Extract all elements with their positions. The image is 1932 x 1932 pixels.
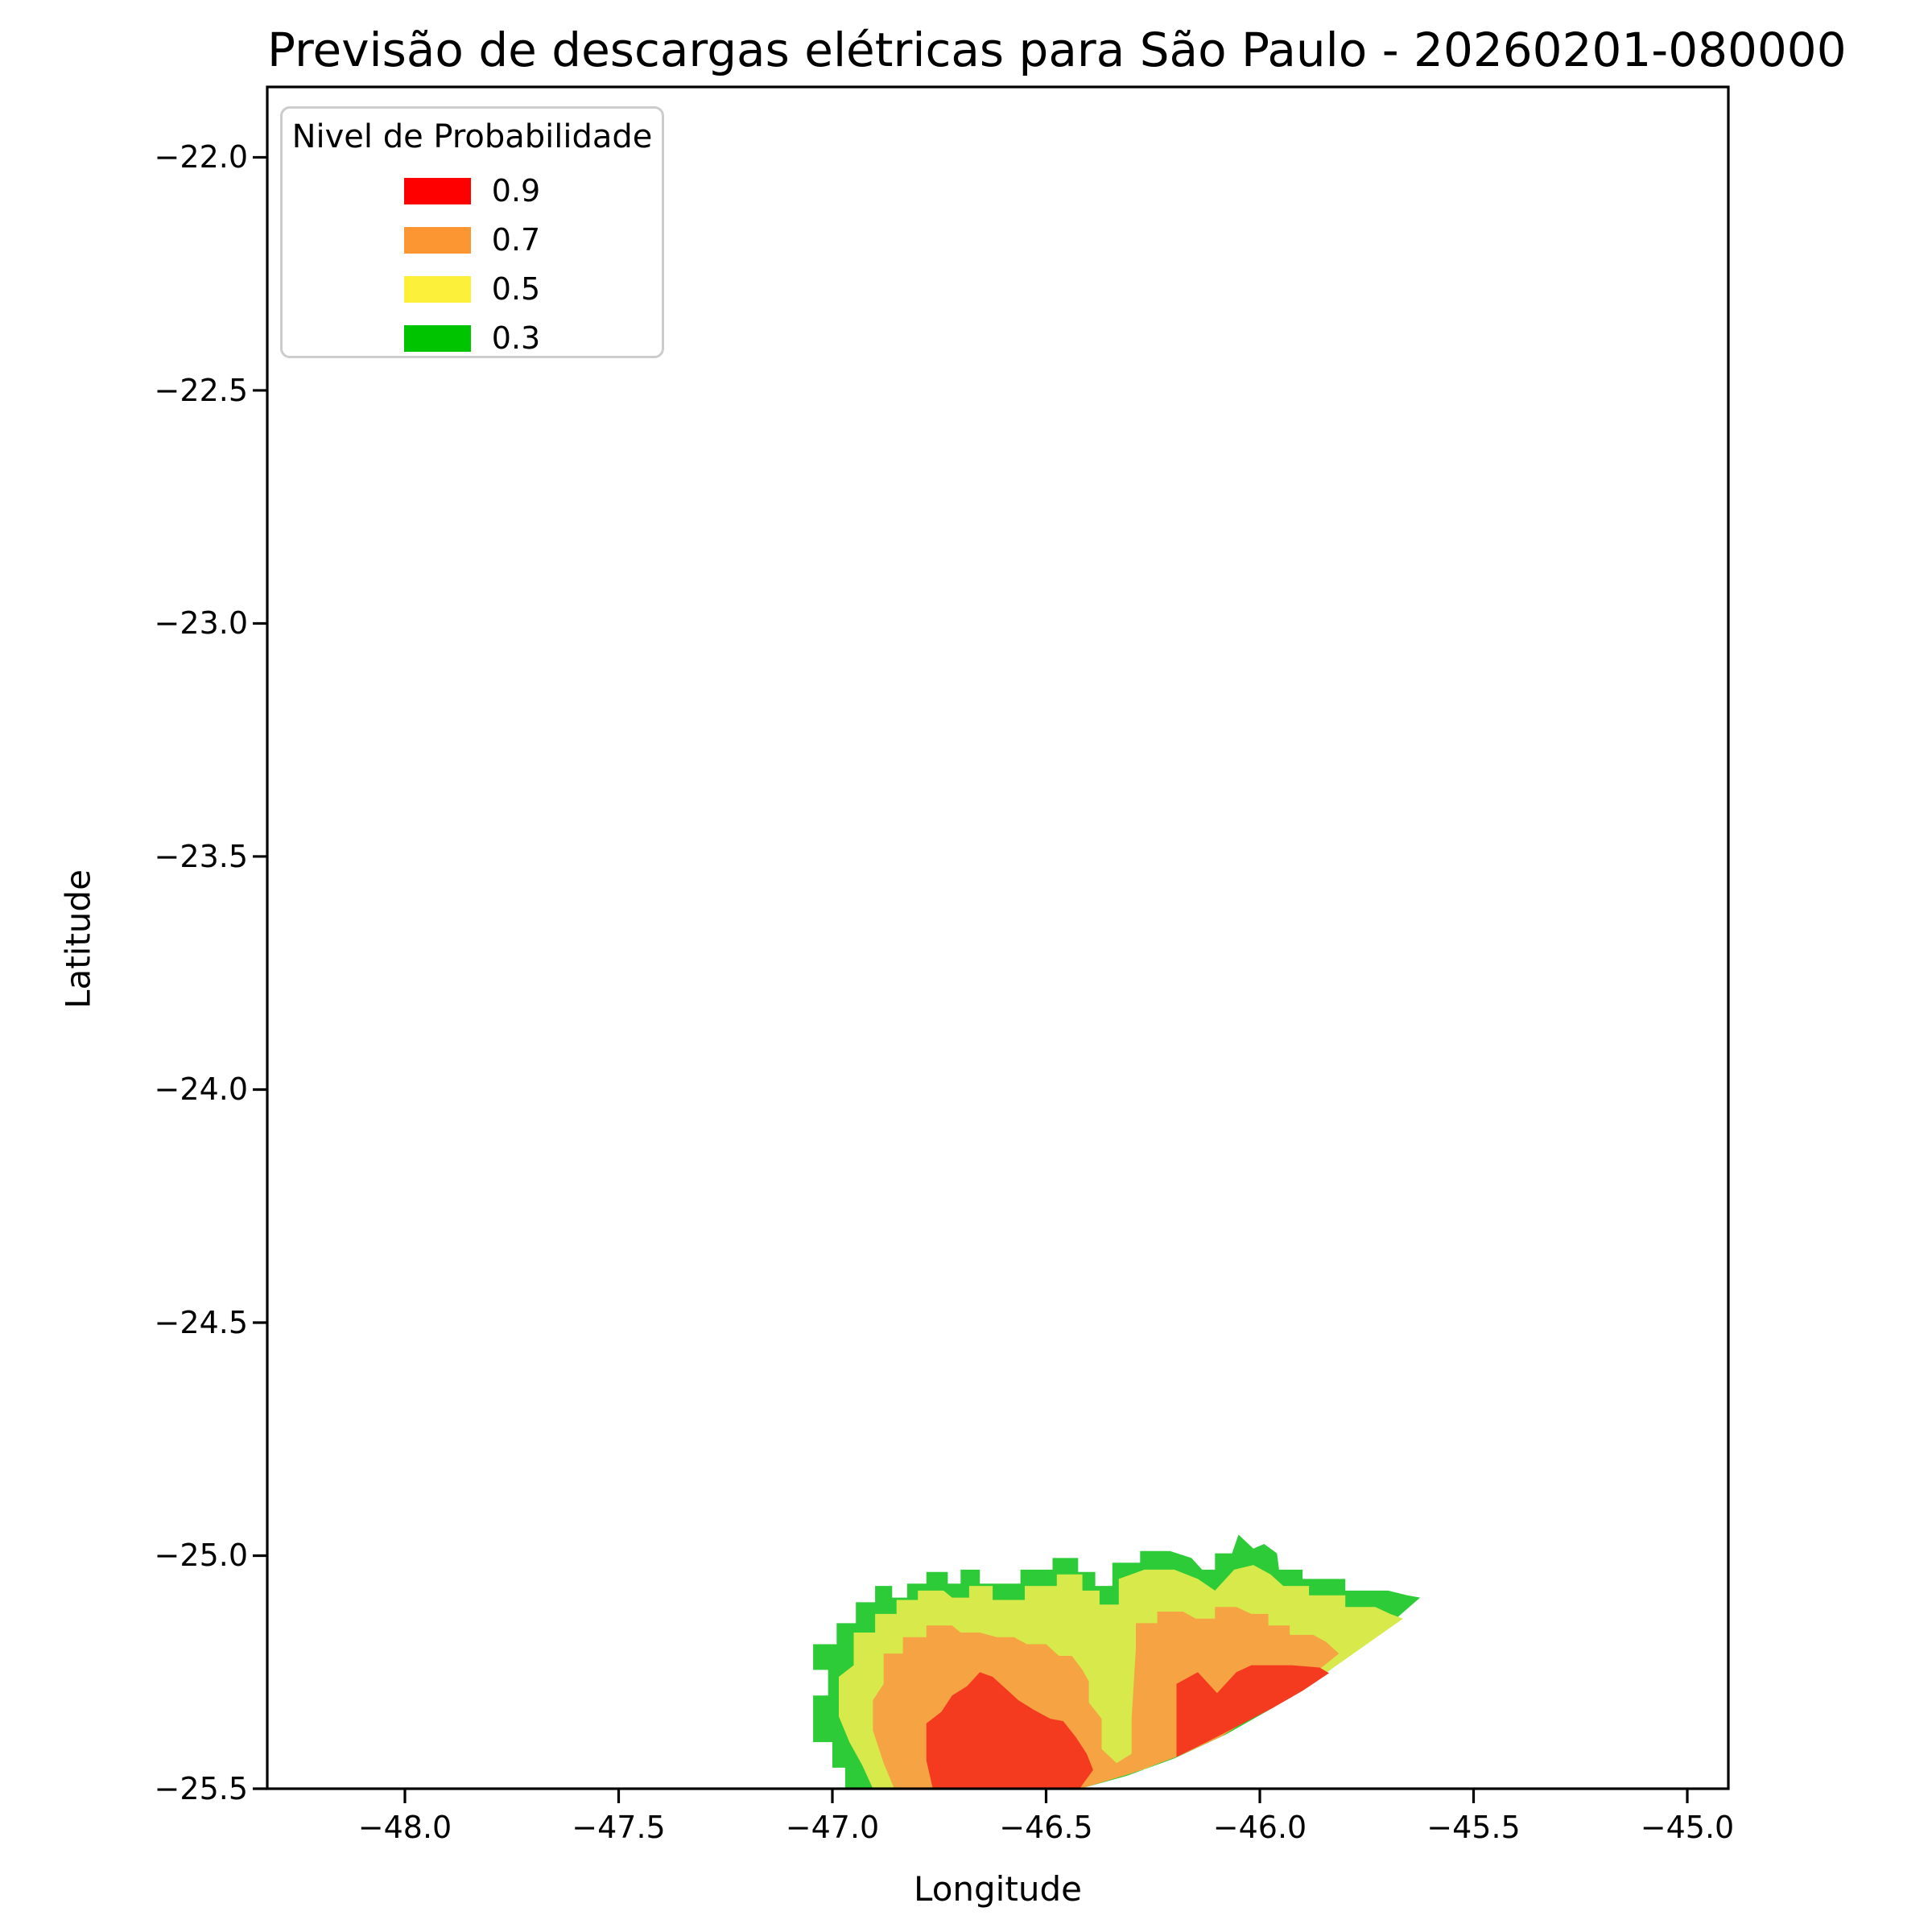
x-tick-label: −46.5 (999, 1810, 1093, 1845)
y-tick-label: −24.5 (154, 1304, 248, 1340)
y-tick-label: −25.0 (154, 1538, 248, 1574)
chart-title: Previsão de descargas elétricas para São… (267, 23, 1847, 77)
legend-swatch-yellow (403, 275, 471, 303)
x-tick-label: −47.0 (785, 1810, 880, 1845)
contour-prob-0.9-west (926, 1672, 1093, 1789)
x-tick-label: −47.5 (572, 1810, 666, 1845)
x-tick-label: −45.0 (1640, 1810, 1735, 1845)
legend-item: 0.3 (283, 320, 662, 356)
y-tick-label: −23.5 (154, 838, 248, 874)
tick-marks (253, 155, 1689, 1803)
legend-swatch-red (403, 177, 471, 204)
y-tick-label: −23.0 (154, 605, 248, 642)
legend-label: 0.3 (491, 320, 541, 356)
axes-frame (266, 85, 1730, 1790)
y-tick-label: −24.0 (154, 1071, 248, 1108)
legend-label: 0.5 (491, 271, 541, 307)
x-tick-label: −46.0 (1212, 1810, 1307, 1845)
legend-box: Nivel de Probabilidade 0.9 0.7 0.5 0.3 (280, 106, 664, 358)
legend-item: 0.9 (283, 173, 662, 208)
y-tick-label: −22.5 (154, 372, 248, 408)
x-tick-label: −48.0 (357, 1810, 452, 1845)
legend-title: Nivel de Probabilidade (291, 118, 653, 155)
legend-label: 0.7 (491, 222, 541, 258)
y-tick-label: −25.5 (154, 1771, 248, 1806)
x-axis-label: Longitude (914, 1869, 1082, 1909)
contour-prob-0.9-east (1176, 1665, 1329, 1757)
legend-label: 0.9 (491, 173, 541, 208)
y-axis-label: Latitude (58, 869, 98, 1009)
contour-layers (813, 1534, 1421, 1789)
legend-swatch-orange (403, 226, 471, 254)
legend-swatch-green (403, 324, 471, 352)
legend-item: 0.7 (283, 222, 662, 258)
legend-item: 0.5 (283, 271, 662, 307)
y-tick-label: −22.0 (154, 139, 248, 175)
x-tick-label: −45.5 (1426, 1810, 1521, 1845)
